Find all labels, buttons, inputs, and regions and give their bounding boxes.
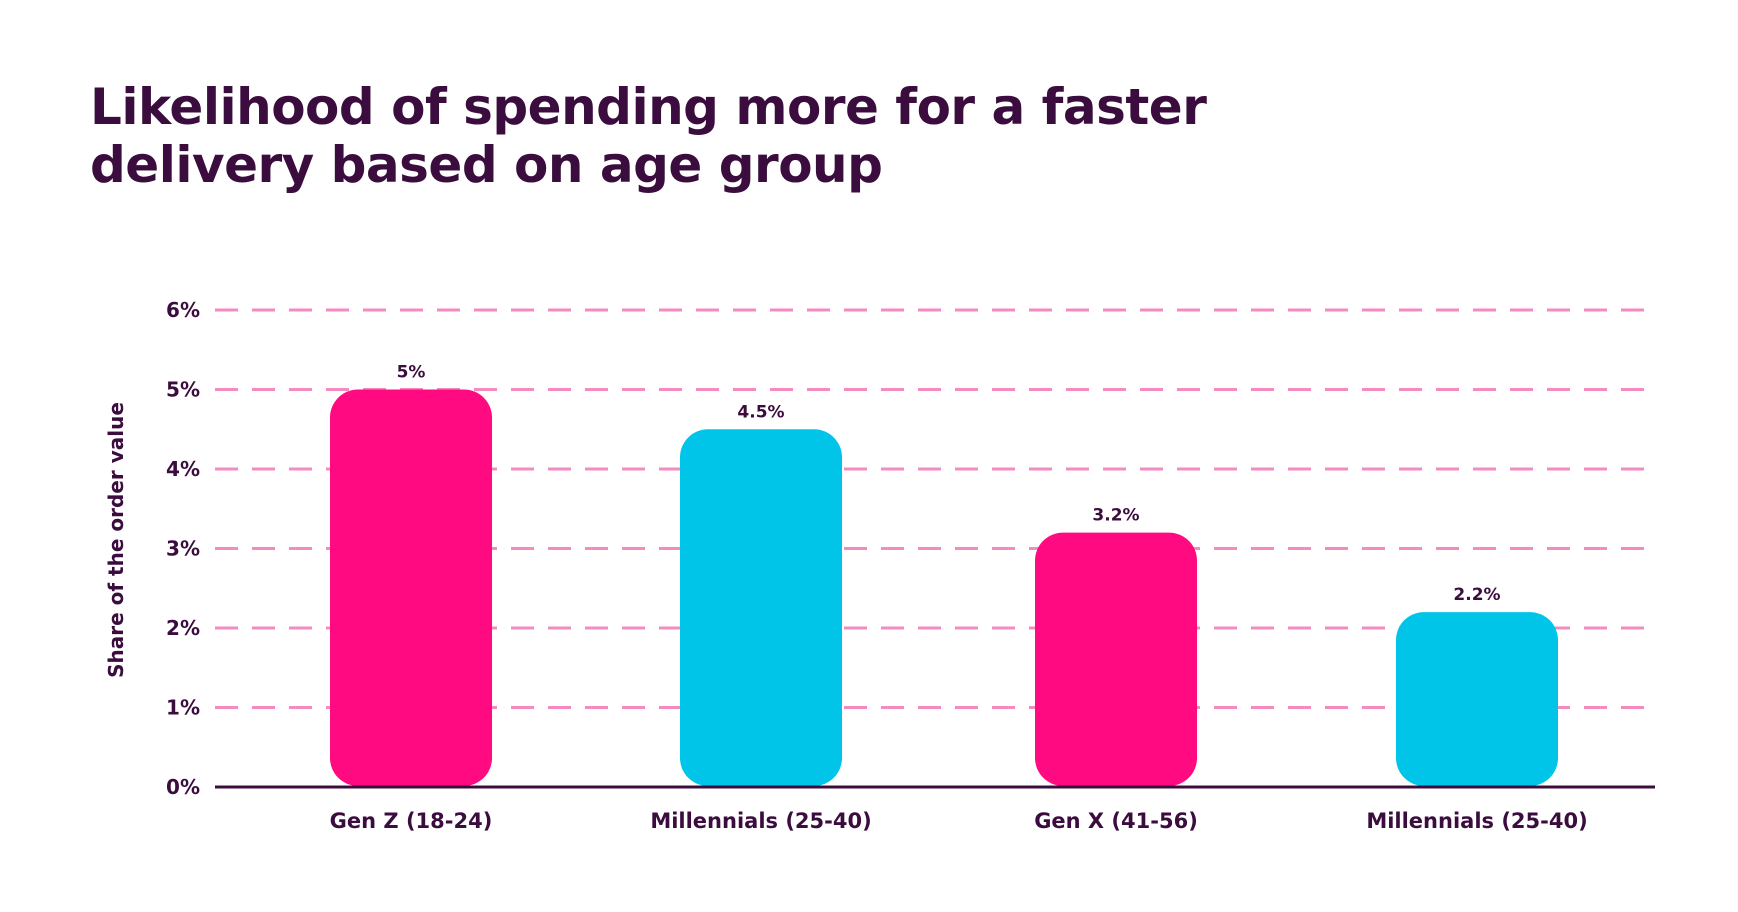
data-label: 4.5%	[737, 402, 784, 422]
data-label: 5%	[397, 363, 426, 383]
y-tick-labels: 0% 1% 2% 3% 4% 5% 6%	[166, 298, 200, 799]
data-labels: 5% 4.5% 3.2% 2.2%	[397, 363, 1501, 606]
x-tick-label: Millennials (25-40)	[1366, 809, 1587, 833]
y-tick-label: 5%	[166, 378, 200, 402]
bar	[1035, 532, 1197, 786]
y-tick-label: 0%	[166, 775, 200, 799]
y-tick-label: 6%	[166, 298, 200, 322]
bar	[1396, 612, 1558, 786]
x-tick-label: Gen X (41-56)	[1034, 809, 1198, 833]
bars	[330, 389, 1558, 786]
data-label: 2.2%	[1453, 585, 1500, 605]
y-tick-label: 2%	[166, 616, 200, 640]
bar	[680, 429, 842, 786]
chart-title: Likelihood of spending more for a faster…	[90, 78, 1207, 194]
data-label: 3.2%	[1092, 506, 1139, 526]
y-tick-label: 1%	[166, 696, 200, 720]
x-tick-labels: Gen Z (18-24) Millennials (25-40) Gen X (4…	[330, 809, 1588, 833]
bar	[330, 389, 492, 786]
y-axis-label: Share of the order value	[104, 402, 128, 678]
y-tick-label: 4%	[166, 457, 200, 481]
x-tick-label: Millennials (25-40)	[650, 809, 871, 833]
y-tick-label: 3%	[166, 537, 200, 561]
x-tick-label: Gen Z (18-24)	[330, 809, 493, 833]
